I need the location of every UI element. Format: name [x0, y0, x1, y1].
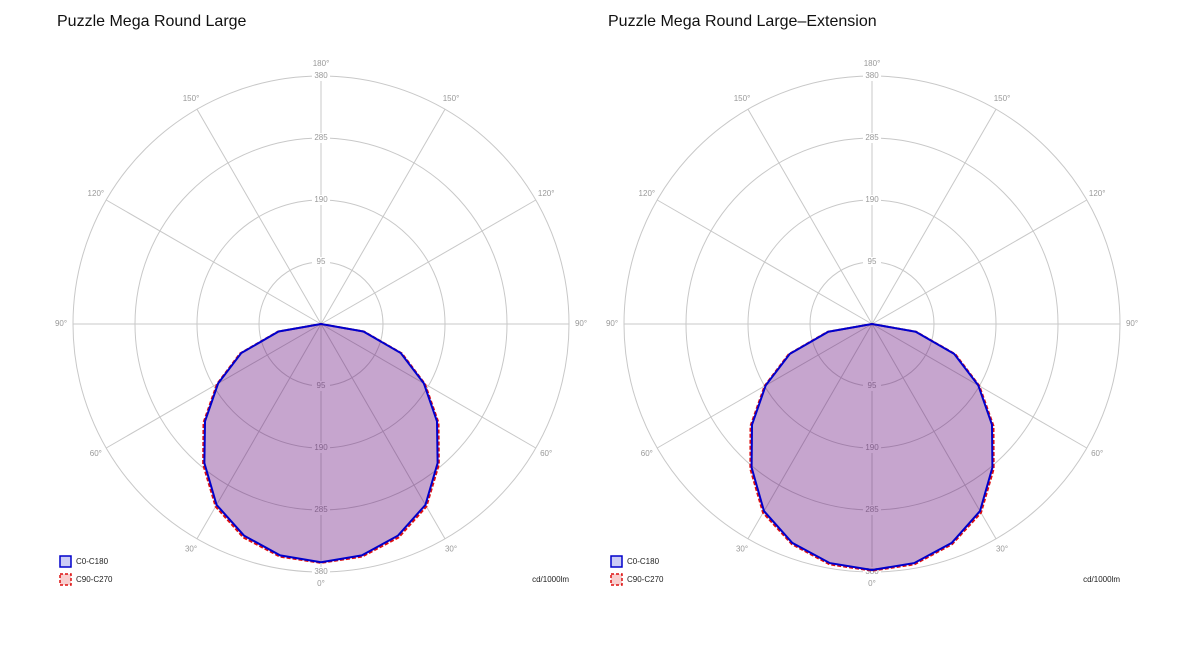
angle-label: 60°	[1091, 449, 1103, 458]
legend-swatch	[59, 573, 72, 586]
angle-label: 60°	[540, 449, 552, 458]
angle-label: 0°	[868, 579, 876, 588]
label-bg	[863, 567, 881, 577]
label-bg	[312, 133, 330, 143]
label-bg	[863, 381, 881, 391]
angle-label: 30°	[445, 544, 457, 553]
label-bg	[863, 505, 881, 515]
angle-label: 150°	[734, 94, 751, 103]
radial-label: 95	[317, 257, 326, 266]
spoke	[747, 108, 873, 325]
spoke	[105, 199, 322, 325]
intensity-curve	[750, 322, 994, 572]
angle-label: 90°	[575, 319, 587, 328]
spoke	[196, 108, 322, 325]
radial-label: 285	[314, 133, 328, 142]
spoke	[871, 108, 997, 325]
label-bg	[312, 195, 330, 205]
angle-label: 0°	[317, 579, 325, 588]
chart-title: Puzzle Mega Round Large	[57, 13, 247, 30]
radial-label: 285	[865, 505, 879, 514]
legend-swatch	[610, 573, 623, 586]
legend-label: C0-C180	[76, 557, 109, 566]
angle-label: 120°	[538, 189, 555, 198]
label-bg	[312, 567, 330, 577]
spoke	[105, 323, 322, 449]
spoke	[871, 323, 997, 540]
radial-label: 95	[868, 381, 877, 390]
label-bg	[863, 257, 881, 267]
legend-swatch	[59, 555, 72, 568]
spoke	[196, 323, 322, 540]
legend-label: C90-C270	[627, 575, 664, 584]
legend-label: C90-C270	[76, 575, 113, 584]
angle-label: 150°	[183, 94, 200, 103]
legend-label: C0-C180	[627, 557, 660, 566]
angle-label: 60°	[90, 449, 102, 458]
radial-label: 380	[865, 71, 879, 80]
angle-label: 150°	[443, 94, 460, 103]
radial-label: 285	[314, 505, 328, 514]
angle-label: 30°	[736, 544, 748, 553]
spoke	[320, 323, 446, 540]
angle-label: 30°	[185, 544, 197, 553]
label-bg	[312, 443, 330, 453]
unit-label: cd/1000lm	[532, 575, 569, 584]
radial-label: 380	[865, 567, 879, 576]
angle-label: 30°	[996, 544, 1008, 553]
label-bg	[312, 505, 330, 515]
spoke	[747, 323, 873, 540]
spoke	[656, 199, 873, 325]
radial-label: 190	[314, 443, 328, 452]
angle-label: 120°	[1089, 189, 1106, 198]
angle-label: 90°	[55, 319, 67, 328]
label-bg	[312, 381, 330, 391]
spoke	[871, 199, 1088, 325]
radial-label: 95	[868, 257, 877, 266]
angle-label: 180°	[864, 59, 881, 68]
unit-label: cd/1000lm	[1083, 575, 1120, 584]
legend-swatch	[610, 555, 623, 568]
angle-label: 60°	[641, 449, 653, 458]
label-bg	[863, 443, 881, 453]
angle-label: 120°	[639, 189, 656, 198]
radial-label: 380	[314, 71, 328, 80]
spoke	[320, 323, 537, 449]
radial-label: 380	[314, 567, 328, 576]
radial-label: 190	[865, 195, 879, 204]
angle-label: 120°	[88, 189, 105, 198]
angle-label: 180°	[313, 59, 330, 68]
radial-label: 190	[865, 443, 879, 452]
label-bg	[863, 133, 881, 143]
label-bg	[312, 257, 330, 267]
radial-label: 95	[317, 381, 326, 390]
radial-label: 285	[865, 133, 879, 142]
angle-label: 90°	[606, 319, 618, 328]
label-bg	[312, 71, 330, 81]
spoke	[320, 108, 446, 325]
intensity-curve	[203, 322, 439, 564]
label-bg	[863, 71, 881, 81]
angle-label: 150°	[994, 94, 1011, 103]
spoke	[320, 199, 537, 325]
radial-label: 190	[314, 195, 328, 204]
chart-title: Puzzle Mega Round Large–Extension	[608, 13, 877, 30]
angle-label: 90°	[1126, 319, 1138, 328]
label-bg	[863, 195, 881, 205]
